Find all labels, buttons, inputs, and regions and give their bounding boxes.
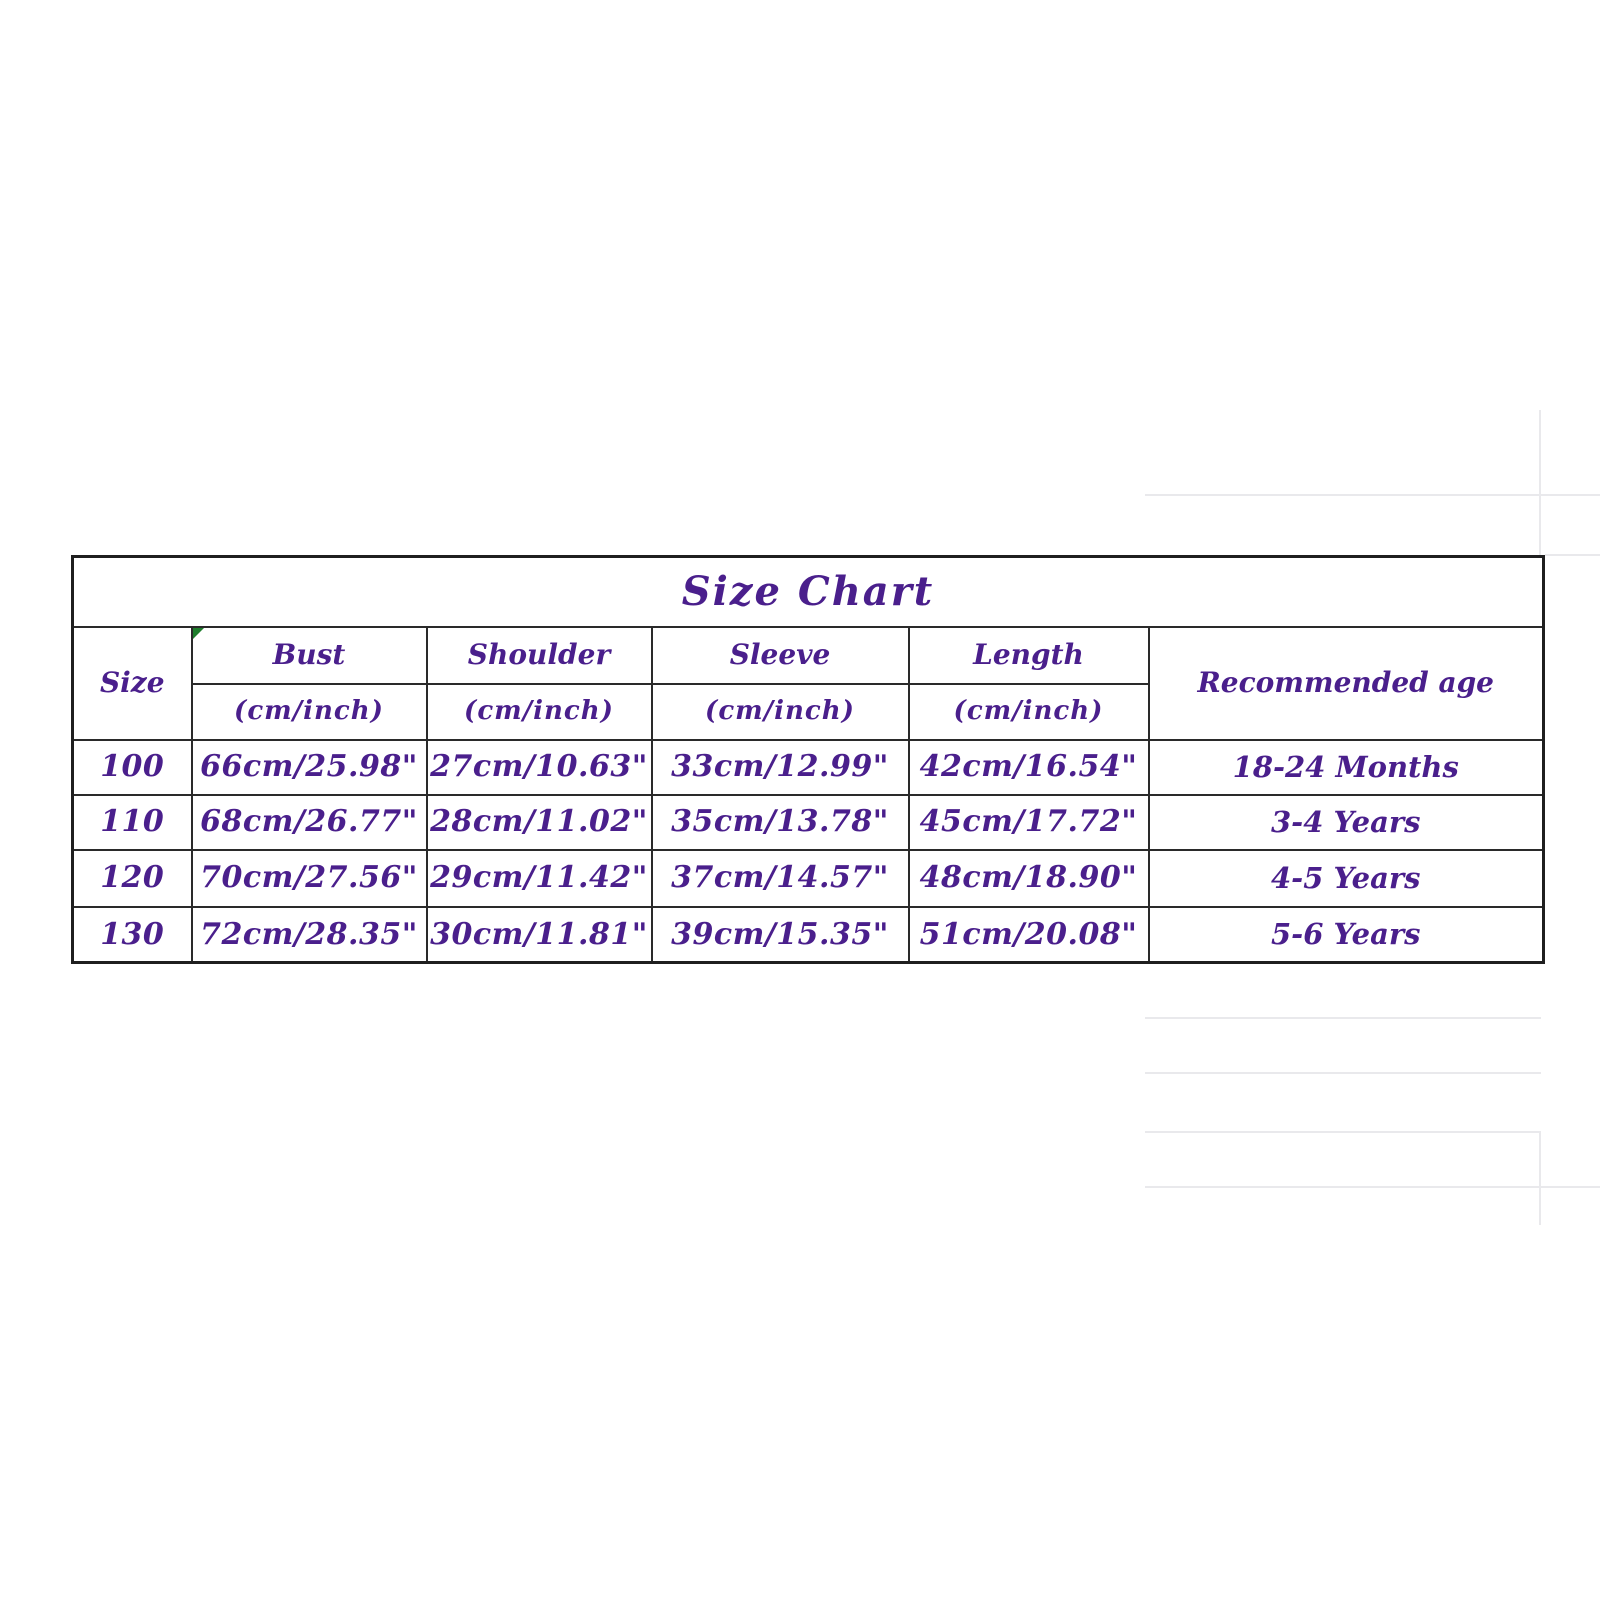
cell-size: 100 — [71, 738, 193, 796]
header-bust: Bust — [190, 625, 428, 685]
background-gridline — [1145, 494, 1600, 496]
cell-length: 51cm/20.08" — [907, 905, 1150, 964]
background-gridline — [1539, 1131, 1541, 1225]
cell-recommended-age: 5-6 Years — [1147, 905, 1545, 964]
subheader-unit-shoulder: (cm/inch) — [425, 682, 653, 741]
background-gridline — [1545, 554, 1600, 556]
header-bust-label: Bust — [272, 638, 346, 672]
cell-length: 42cm/16.54" — [907, 738, 1150, 796]
cell-sleeve: 35cm/13.78" — [650, 793, 910, 851]
size-chart-table: Size Chart Size Bust Shoulder Sleeve Len… — [71, 555, 1545, 964]
subheader-unit-sleeve: (cm/inch) — [650, 682, 910, 741]
background-gridline — [1145, 1072, 1541, 1074]
cell-shoulder: 30cm/11.81" — [425, 905, 653, 964]
cell-sleeve: 37cm/14.57" — [650, 848, 910, 908]
background-gridline — [1145, 1186, 1600, 1188]
cell-bust: 72cm/28.35" — [190, 905, 428, 964]
cell-bust: 70cm/27.56" — [190, 848, 428, 908]
cell-sleeve: 39cm/15.35" — [650, 905, 910, 964]
table-row: 120 70cm/27.56" 29cm/11.42" 37cm/14.57" … — [71, 848, 1545, 908]
background-gridline — [1539, 410, 1541, 556]
header-sleeve: Sleeve — [650, 625, 910, 685]
cell-shoulder: 28cm/11.02" — [425, 793, 653, 851]
subheader-unit-length: (cm/inch) — [907, 682, 1150, 741]
cell-shoulder: 29cm/11.42" — [425, 848, 653, 908]
cell-bust: 66cm/25.98" — [190, 738, 428, 796]
header-length: Length — [907, 625, 1150, 685]
background-gridline — [1145, 1131, 1541, 1133]
header-size: Size — [71, 625, 193, 741]
table-row: 110 68cm/26.77" 28cm/11.02" 35cm/13.78" … — [71, 793, 1545, 851]
cell-bust: 68cm/26.77" — [190, 793, 428, 851]
background-gridline — [1145, 1017, 1541, 1019]
table-row: 130 72cm/28.35" 30cm/11.81" 39cm/15.35" … — [71, 905, 1545, 964]
cell-size: 130 — [71, 905, 193, 964]
cell-length: 45cm/17.72" — [907, 793, 1150, 851]
cell-size: 110 — [71, 793, 193, 851]
cell-recommended-age: 4-5 Years — [1147, 848, 1545, 908]
cell-size: 120 — [71, 848, 193, 908]
cell-error-marker-icon — [192, 627, 204, 639]
subheader-unit-bust: (cm/inch) — [190, 682, 428, 741]
table-row: 100 66cm/25.98" 27cm/10.63" 33cm/12.99" … — [71, 738, 1545, 796]
table-title: Size Chart — [71, 555, 1545, 628]
header-shoulder: Shoulder — [425, 625, 653, 685]
cell-sleeve: 33cm/12.99" — [650, 738, 910, 796]
cell-recommended-age: 3-4 Years — [1147, 793, 1545, 851]
cell-length: 48cm/18.90" — [907, 848, 1150, 908]
cell-shoulder: 27cm/10.63" — [425, 738, 653, 796]
header-recommended-age: Recommended age — [1147, 625, 1545, 741]
cell-recommended-age: 18-24 Months — [1147, 738, 1545, 796]
